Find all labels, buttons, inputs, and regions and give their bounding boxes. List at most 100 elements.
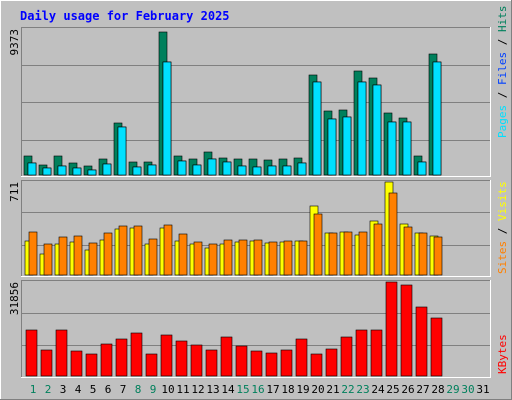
bar-kbytes-day-24 [370,329,383,377]
bar-kbytes-day-14 [220,336,233,377]
x-tick-label: 23 [356,383,369,396]
series-legend: Pages / Files / Hits [496,6,509,139]
bar-pages-day-8 [132,166,142,176]
bar-pages-day-22 [342,116,352,176]
bar-pages-day-5 [87,169,97,176]
bar-pages-day-21 [327,118,337,176]
legend-part: / [496,85,509,105]
legend-part: Hits [496,6,509,33]
bar-kbytes-day-23 [355,329,368,377]
bar-kbytes-day-11 [175,340,188,377]
bar-kbytes-day-3 [55,329,68,377]
bar-kbytes-day-17 [265,352,278,377]
x-tick-label: 12 [191,383,204,396]
chart-title: Daily usage for February 2025 [20,9,230,23]
bar-kbytes-day-5 [85,353,98,377]
bar-sites-day-23 [358,231,368,276]
bar-sites-day-8 [133,225,143,276]
bar-kbytes-day-18 [280,349,293,377]
bar-sites-day-22 [343,231,353,276]
x-tick-label: 4 [75,383,82,396]
panel-visits_sites: 711 Sites / Visits [8,180,509,277]
bar-sites-day-11 [178,233,188,276]
bar-pages-day-13 [207,158,217,176]
legend-part: / [496,32,509,52]
x-tick-label: 21 [326,383,339,396]
bar-pages-day-1 [27,162,37,176]
bar-sites-day-13 [208,243,218,276]
bar-sites-day-20 [313,213,323,276]
bar-pages-day-2 [42,167,52,176]
x-tick-label: 6 [105,383,112,396]
bar-sites-day-26 [403,226,413,276]
bar-pages-day-3 [57,165,67,176]
bar-kbytes-day-9 [145,353,158,377]
bar-pages-day-20 [312,81,322,176]
bar-sites-day-2 [43,243,53,276]
bar-pages-day-7 [117,126,127,176]
x-tick-label: 16 [251,383,264,396]
bar-sites-day-27 [418,232,428,276]
x-tick-label: 22 [341,383,354,396]
bar-pages-day-25 [387,121,397,176]
x-tick-label: 2 [45,383,52,396]
x-tick-label: 10 [161,383,174,396]
bar-pages-day-11 [177,160,187,176]
x-tick-label: 28 [431,383,444,396]
bar-kbytes-day-26 [400,284,413,377]
x-axis: 1 2 3 4 5 6 7 8 9 10 11 12 13 14 15 16 17 18 19 20 21 22 23 24 2… [30,383,490,396]
bar-pages-day-28 [432,61,442,176]
bar-sites-day-15 [238,239,248,276]
panel-hits_files_pages: 9373 Pages / Files / Hits [8,6,509,177]
bar-pages-day-6 [102,163,112,176]
legend-part: Files [496,52,509,85]
bar-sites-day-19 [298,240,308,276]
bar-sites-day-4 [73,235,83,276]
bar-pages-day-17 [267,165,277,176]
bar-pages-day-15 [237,165,247,176]
bar-sites-day-6 [103,232,113,276]
bar-pages-day-18 [282,165,292,176]
x-tick-label: 13 [206,383,219,396]
bar-pages-day-26 [402,121,412,176]
x-tick-label: 27 [416,383,429,396]
bar-kbytes-day-25 [385,281,398,377]
bar-pages-day-27 [417,161,427,176]
x-tick-label: 8 [135,383,142,396]
bar-sites-day-14 [223,239,233,276]
x-tick-label: 15 [236,383,249,396]
bar-pages-day-23 [357,81,367,176]
ymax-label: 31856 [8,282,21,315]
bar-sites-day-1 [28,231,38,276]
x-tick-label: 11 [176,383,189,396]
x-tick-label: 14 [221,383,235,396]
bar-kbytes-day-2 [40,349,53,377]
bar-kbytes-day-21 [325,348,338,377]
legend-part: KBytes [496,334,509,374]
bar-pages-day-12 [192,164,202,176]
bar-pages-day-16 [252,166,262,176]
ymax-label: 9373 [8,29,21,56]
legend-part: / [496,221,509,241]
bar-kbytes-day-16 [250,350,263,377]
bar-kbytes-day-22 [340,336,353,377]
bar-pages-day-9 [147,164,157,176]
bar-kbytes-day-6 [100,343,113,377]
bar-sites-day-24 [373,223,383,276]
bar-sites-day-28 [433,236,443,276]
bar-sites-day-17 [268,241,278,276]
bar-kbytes-day-28 [430,317,443,377]
bar-kbytes-day-1 [25,329,38,377]
bar-pages-day-24 [372,84,382,176]
x-tick-label: 18 [281,383,294,396]
panel-kbytes: 31856 KBytes [8,280,509,378]
x-tick-label: 7 [120,383,127,396]
bar-kbytes-day-4 [70,350,83,377]
x-tick-label: 17 [266,383,279,396]
x-tick-label: 26 [401,383,414,396]
bar-sites-day-16 [253,239,263,276]
legend-part: Visits [496,181,509,221]
bar-kbytes-day-7 [115,338,128,377]
x-tick-label: 5 [90,383,97,396]
